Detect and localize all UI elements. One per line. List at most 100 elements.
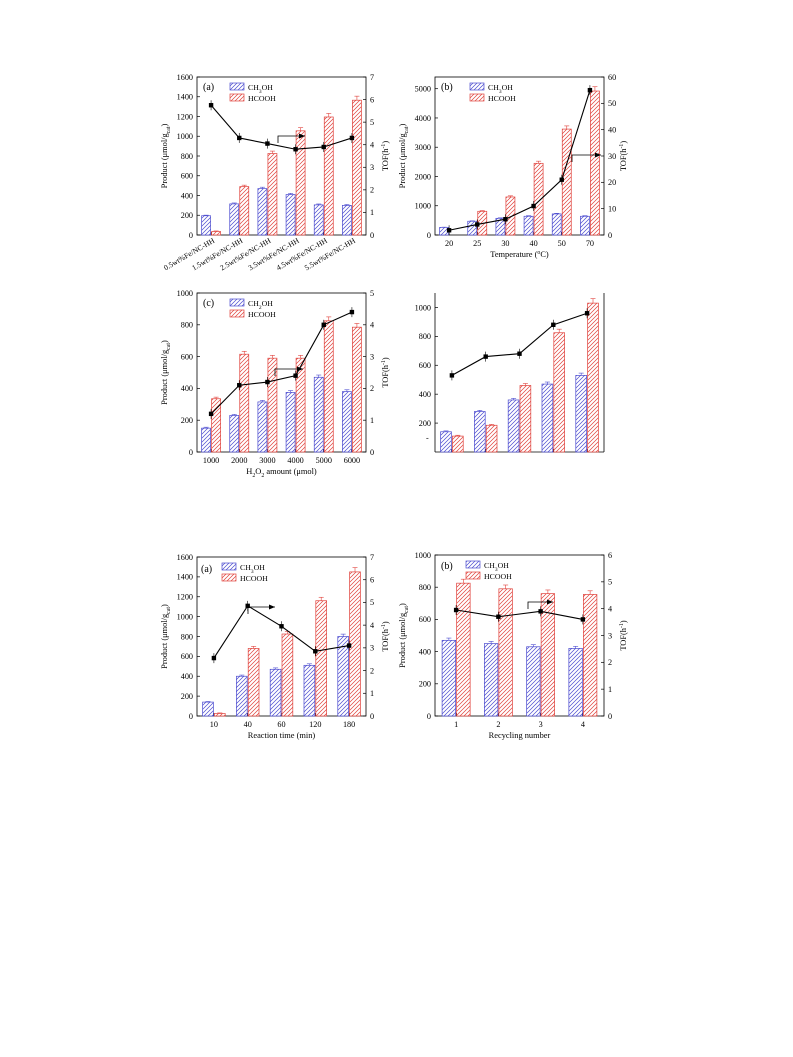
- y2-tick-label: 6: [608, 551, 612, 560]
- x-tick-label: 4000: [287, 456, 303, 465]
- bar-ch3oh: [285, 194, 296, 236]
- tof-line: [456, 609, 583, 620]
- y2-tick-label: 2: [370, 186, 374, 195]
- y2-tick-label: 3: [370, 352, 374, 361]
- chart-panel-1: 02004006008001000120014001600012345670.5…: [160, 73, 390, 273]
- y2-tick-label: 2: [370, 666, 374, 675]
- tof-point: [551, 322, 556, 327]
- y2-tick-label: 1: [370, 689, 374, 698]
- arrow-head: [269, 604, 275, 610]
- y-tick-label: 600: [181, 172, 193, 181]
- bar-hcooh: [519, 385, 532, 453]
- y-tick-label: 1400: [177, 573, 193, 582]
- bar-hcooh: [561, 128, 572, 236]
- tof-point: [483, 354, 488, 359]
- y2-tick-label: 1: [370, 416, 374, 425]
- bar-hcooh: [281, 633, 294, 717]
- bar-hcooh: [456, 582, 471, 717]
- x-axis-title: Temperature (oC): [490, 250, 549, 259]
- y-axis-title: Product (μmol/gcat): [398, 123, 410, 188]
- y2-tick-label: 4: [370, 621, 374, 630]
- tof-point: [349, 135, 355, 141]
- legend-swatch-ch3oh: [229, 298, 245, 307]
- tof-line: [451, 312, 588, 376]
- y-tick-label: 5000: [415, 85, 431, 94]
- y-tick-label: 400: [181, 384, 193, 393]
- tof-point: [517, 351, 522, 356]
- legend-label-hcooh: HCOOH: [484, 572, 512, 581]
- tof-point: [580, 617, 586, 622]
- tof-point: [559, 177, 564, 182]
- chart-panel-4: - 200 400 600 800 1000: [415, 293, 605, 453]
- y-tick-label: 800: [419, 332, 431, 341]
- bar-ch3oh: [257, 188, 268, 236]
- y-tick-label: 1000: [415, 551, 431, 560]
- y2-tick-label: 3: [370, 163, 374, 172]
- legend-swatch-ch3oh: [465, 560, 481, 569]
- x-tick-label: 2000: [231, 456, 247, 465]
- legend-label-ch3oh: CH3OH: [484, 561, 509, 573]
- tof-point: [211, 655, 217, 661]
- y-tick-label: 1000: [177, 612, 193, 621]
- bar-ch3oh: [568, 648, 583, 717]
- legend-swatch-hcooh: [221, 573, 237, 582]
- y-tick-label: 1000: [415, 303, 431, 312]
- y-tick-label: 200: [419, 419, 431, 428]
- chart-panel-3: 0 200 400 600 800 1000 0 1 2 3 4 5 1000 2000 3000 4000 5…: [160, 289, 390, 479]
- tof-point: [496, 614, 501, 619]
- y-tick-label: 800: [181, 632, 193, 641]
- y-axis-title: Product (μmol/gcat): [160, 340, 172, 405]
- stray-dash: -: [426, 434, 429, 443]
- y2-tick-label: 10: [608, 204, 616, 213]
- bar-hcooh: [323, 116, 334, 236]
- x-tick-label: 1: [454, 720, 458, 729]
- y2-tick-label: 2: [370, 384, 374, 393]
- y2-tick-label: 5: [370, 118, 374, 127]
- y2-tick-label: 4: [370, 141, 374, 150]
- bar-hcooh: [553, 332, 565, 453]
- bar-hcooh: [267, 357, 278, 453]
- legend-label-ch3oh: CH3OH: [240, 563, 265, 575]
- legend-label-ch3oh: CH2OH: [248, 299, 273, 311]
- bar-ch3oh: [580, 215, 590, 236]
- y2-tick-label: 2: [608, 658, 612, 667]
- tof-point: [208, 103, 214, 108]
- axis-arrow: [277, 135, 305, 143]
- y2-tick-label: 30: [608, 152, 616, 161]
- y-tick-label: 2000: [415, 172, 431, 181]
- tof-point: [503, 217, 508, 222]
- x-tick-label: 20: [445, 239, 453, 248]
- tof-point: [293, 147, 298, 152]
- x-tick-label: 5000: [316, 456, 332, 465]
- tof-line: [448, 90, 591, 231]
- bar-ch3oh: [313, 204, 324, 236]
- axis-arrow: [274, 368, 303, 376]
- panel-label: (b): [441, 82, 453, 93]
- legend-label-ch3oh: CH3OH: [488, 83, 513, 95]
- legend-swatch-hcooh: [229, 309, 245, 318]
- x-tick-label: 2: [496, 720, 500, 729]
- y-axis-title: Product (μmol/gcat): [160, 123, 172, 188]
- bar-ch3oh: [257, 401, 268, 453]
- bar-hcooh: [315, 600, 327, 717]
- y-axis-title: Product (μmol/gcat): [160, 604, 172, 669]
- y2-axis-title: TOF(h-1): [619, 141, 628, 172]
- bar-ch3oh: [229, 415, 240, 453]
- y-tick-label: 0: [189, 712, 193, 721]
- x-axis-title: Reaction time (min): [248, 731, 316, 740]
- x-tick-label: 3: [539, 720, 543, 729]
- y-tick-label: 600: [181, 352, 193, 361]
- bar-hcooh: [587, 302, 599, 453]
- y2-tick-label: 7: [370, 553, 374, 562]
- y-tick-label: 0: [189, 448, 193, 457]
- x-axis-title: Recycling number: [489, 731, 551, 740]
- bar-hcooh: [590, 90, 600, 236]
- axis-arrow: [527, 601, 553, 609]
- y-tick-label: 600: [419, 361, 431, 370]
- y2-tick-label: 6: [370, 576, 374, 585]
- tof-point: [587, 87, 593, 93]
- bar-ch3oh: [507, 399, 520, 453]
- arrow-head: [299, 133, 305, 139]
- bar-hcooh: [533, 162, 544, 236]
